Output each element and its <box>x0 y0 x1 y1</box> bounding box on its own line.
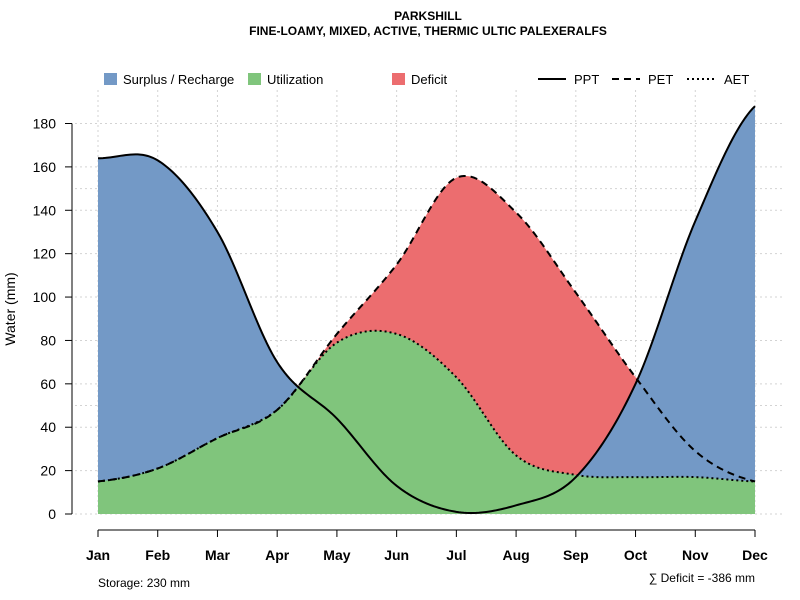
y-axis-label: Water (mm) <box>2 272 18 345</box>
x-tick-label: Nov <box>682 547 709 563</box>
x-tick-label: Jul <box>446 547 466 563</box>
x-tick-label: May <box>323 547 350 563</box>
legend-label-pet: PET <box>648 72 673 87</box>
legend-label-surplus: Surplus / Recharge <box>123 72 234 87</box>
ppt-line <box>97 105 756 515</box>
x-tick-label: Jun <box>384 547 409 563</box>
y-tick-label: 80 <box>40 332 56 348</box>
aet-line <box>97 329 756 483</box>
legend-label-ppt: PPT <box>574 72 599 87</box>
areas <box>98 106 755 514</box>
y-tick-label: 100 <box>33 289 57 305</box>
axes: 0 20 40 60 80 100 120 140 160 180 Jan Feb Mar Apr May J… <box>33 116 768 564</box>
deficit-area <box>98 106 755 513</box>
legend: Surplus / Recharge Utilization Deficit P… <box>104 72 749 87</box>
x-tick-label: Jan <box>86 547 110 563</box>
y-tick-label: 180 <box>33 116 57 132</box>
series-lines <box>97 105 756 515</box>
utilization-area <box>98 330 755 514</box>
surplus-recharge-area <box>98 106 755 514</box>
legend-label-deficit: Deficit <box>411 72 448 87</box>
legend-swatch-deficit <box>392 73 405 85</box>
chart-title: PARKSHILL <box>394 9 462 23</box>
legend-label-aet: AET <box>724 72 749 87</box>
legend-label-utilization: Utilization <box>267 72 323 87</box>
storage-annotation: Storage: 230 mm <box>98 576 190 590</box>
y-tick-label: 40 <box>40 419 56 435</box>
pet-line <box>97 174 756 483</box>
x-tick-label: Mar <box>205 547 230 563</box>
y-tick-label: 0 <box>48 506 56 522</box>
y-tick-label: 60 <box>40 376 56 392</box>
y-tick-label: 160 <box>33 159 57 175</box>
y-tick-label: 120 <box>33 246 57 262</box>
x-tick-label: Aug <box>502 547 529 563</box>
x-tick-label: Apr <box>265 547 290 563</box>
legend-swatch-surplus <box>104 73 117 85</box>
deficit-annotation: ∑ Deficit = -386 mm <box>649 571 755 585</box>
x-tick-label: Sep <box>563 547 589 563</box>
legend-swatch-utilization <box>248 73 261 85</box>
x-tick-label: Feb <box>145 547 170 563</box>
x-tick-label: Oct <box>624 547 648 563</box>
y-tick-label: 20 <box>40 463 56 479</box>
x-tick-label: Dec <box>742 547 768 563</box>
chart-subtitle: FINE-LOAMY, MIXED, ACTIVE, THERMIC ULTIC… <box>249 24 607 38</box>
y-tick-label: 140 <box>33 202 57 218</box>
